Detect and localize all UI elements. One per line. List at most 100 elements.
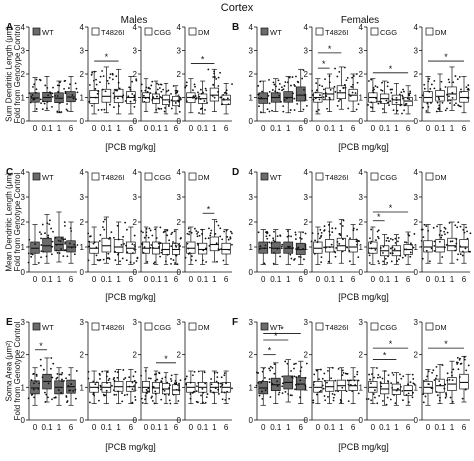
data-point — [376, 230, 379, 233]
data-point — [224, 91, 227, 94]
y-tick-label: 1 — [133, 94, 138, 103]
data-point — [400, 377, 403, 380]
data-point — [289, 253, 292, 256]
data-point — [74, 82, 77, 85]
data-point — [315, 393, 318, 396]
data-point — [401, 390, 404, 392]
data-point — [441, 256, 444, 258]
legend-swatch — [32, 172, 41, 181]
data-point — [31, 253, 34, 256]
data-point — [405, 241, 408, 244]
legend-dm: DM — [425, 27, 447, 37]
data-point — [430, 102, 432, 104]
x-tick-label: 6 — [351, 423, 356, 432]
x-tick-label: 1 — [116, 124, 121, 133]
data-point — [125, 244, 127, 247]
y-axis-title-line: Fold from Genotype Control — [13, 172, 22, 271]
data-point — [339, 222, 342, 225]
data-point — [421, 257, 424, 260]
data-point — [464, 388, 467, 390]
data-point — [357, 379, 360, 382]
data-point — [116, 97, 119, 100]
data-point — [465, 369, 468, 372]
data-point — [118, 87, 121, 90]
data-point — [132, 252, 134, 254]
data-point — [412, 391, 414, 394]
data-point — [327, 395, 329, 398]
data-point — [117, 81, 120, 84]
significance-bar: * — [263, 324, 301, 334]
data-point — [456, 258, 459, 261]
data-point — [98, 399, 100, 402]
data-point — [64, 249, 67, 252]
data-point — [125, 259, 128, 262]
data-point — [146, 261, 149, 263]
data-point — [197, 231, 199, 234]
legend-swatch — [315, 27, 324, 36]
data-point — [420, 239, 423, 242]
data-point — [282, 105, 285, 108]
data-point — [172, 259, 175, 261]
box-1 — [160, 372, 172, 405]
legend-wt: WT — [260, 172, 282, 182]
data-point — [133, 379, 136, 382]
data-point — [312, 98, 315, 101]
data-point — [168, 399, 171, 402]
data-point — [261, 390, 263, 393]
data-point — [373, 376, 375, 379]
legend-label: DM — [435, 323, 447, 332]
data-point — [311, 89, 314, 92]
data-point — [372, 89, 374, 92]
data-point — [435, 377, 437, 380]
y-tick-label: 1 — [249, 94, 254, 103]
data-point — [145, 234, 148, 237]
data-point — [268, 241, 271, 244]
data-point — [274, 90, 277, 93]
data-point — [63, 87, 65, 90]
data-point — [354, 384, 357, 386]
box-0 — [311, 78, 325, 115]
data-point — [201, 388, 204, 390]
data-point — [35, 373, 38, 376]
y-tick-label: 3 — [80, 47, 85, 56]
data-point — [196, 401, 199, 403]
data-point — [192, 89, 194, 92]
data-point — [391, 238, 394, 241]
data-point — [122, 369, 125, 371]
data-point — [459, 253, 462, 256]
data-point — [377, 102, 380, 105]
data-point — [189, 397, 192, 400]
y-tick-label: 4 — [177, 23, 182, 32]
data-point — [66, 255, 69, 258]
legend-label: T4826I — [101, 28, 124, 37]
box-0.1 — [99, 66, 114, 114]
data-point — [229, 230, 232, 233]
data-point — [75, 98, 77, 101]
data-point — [140, 374, 143, 377]
x-tick-label: 0 — [316, 124, 321, 133]
data-point — [126, 393, 129, 396]
data-point — [408, 234, 411, 237]
data-point — [328, 234, 331, 236]
data-point — [204, 401, 207, 404]
data-point — [376, 235, 379, 238]
data-point — [259, 80, 262, 83]
x-tick-label: 0 — [144, 124, 149, 133]
data-point — [226, 235, 229, 238]
box-6 — [294, 231, 307, 265]
data-point — [318, 378, 320, 381]
data-point — [446, 379, 449, 382]
data-point — [164, 260, 167, 263]
data-point — [312, 401, 315, 404]
data-point — [51, 398, 53, 401]
data-point — [27, 261, 30, 264]
data-point — [140, 230, 143, 233]
x-tick-label: 6 — [462, 423, 467, 432]
data-point — [62, 255, 65, 258]
y-tick-label: 4 — [249, 23, 254, 32]
data-point — [460, 91, 463, 93]
data-point — [158, 245, 160, 248]
data-point — [428, 90, 431, 93]
box-iqr — [348, 239, 358, 253]
data-point — [399, 254, 402, 257]
